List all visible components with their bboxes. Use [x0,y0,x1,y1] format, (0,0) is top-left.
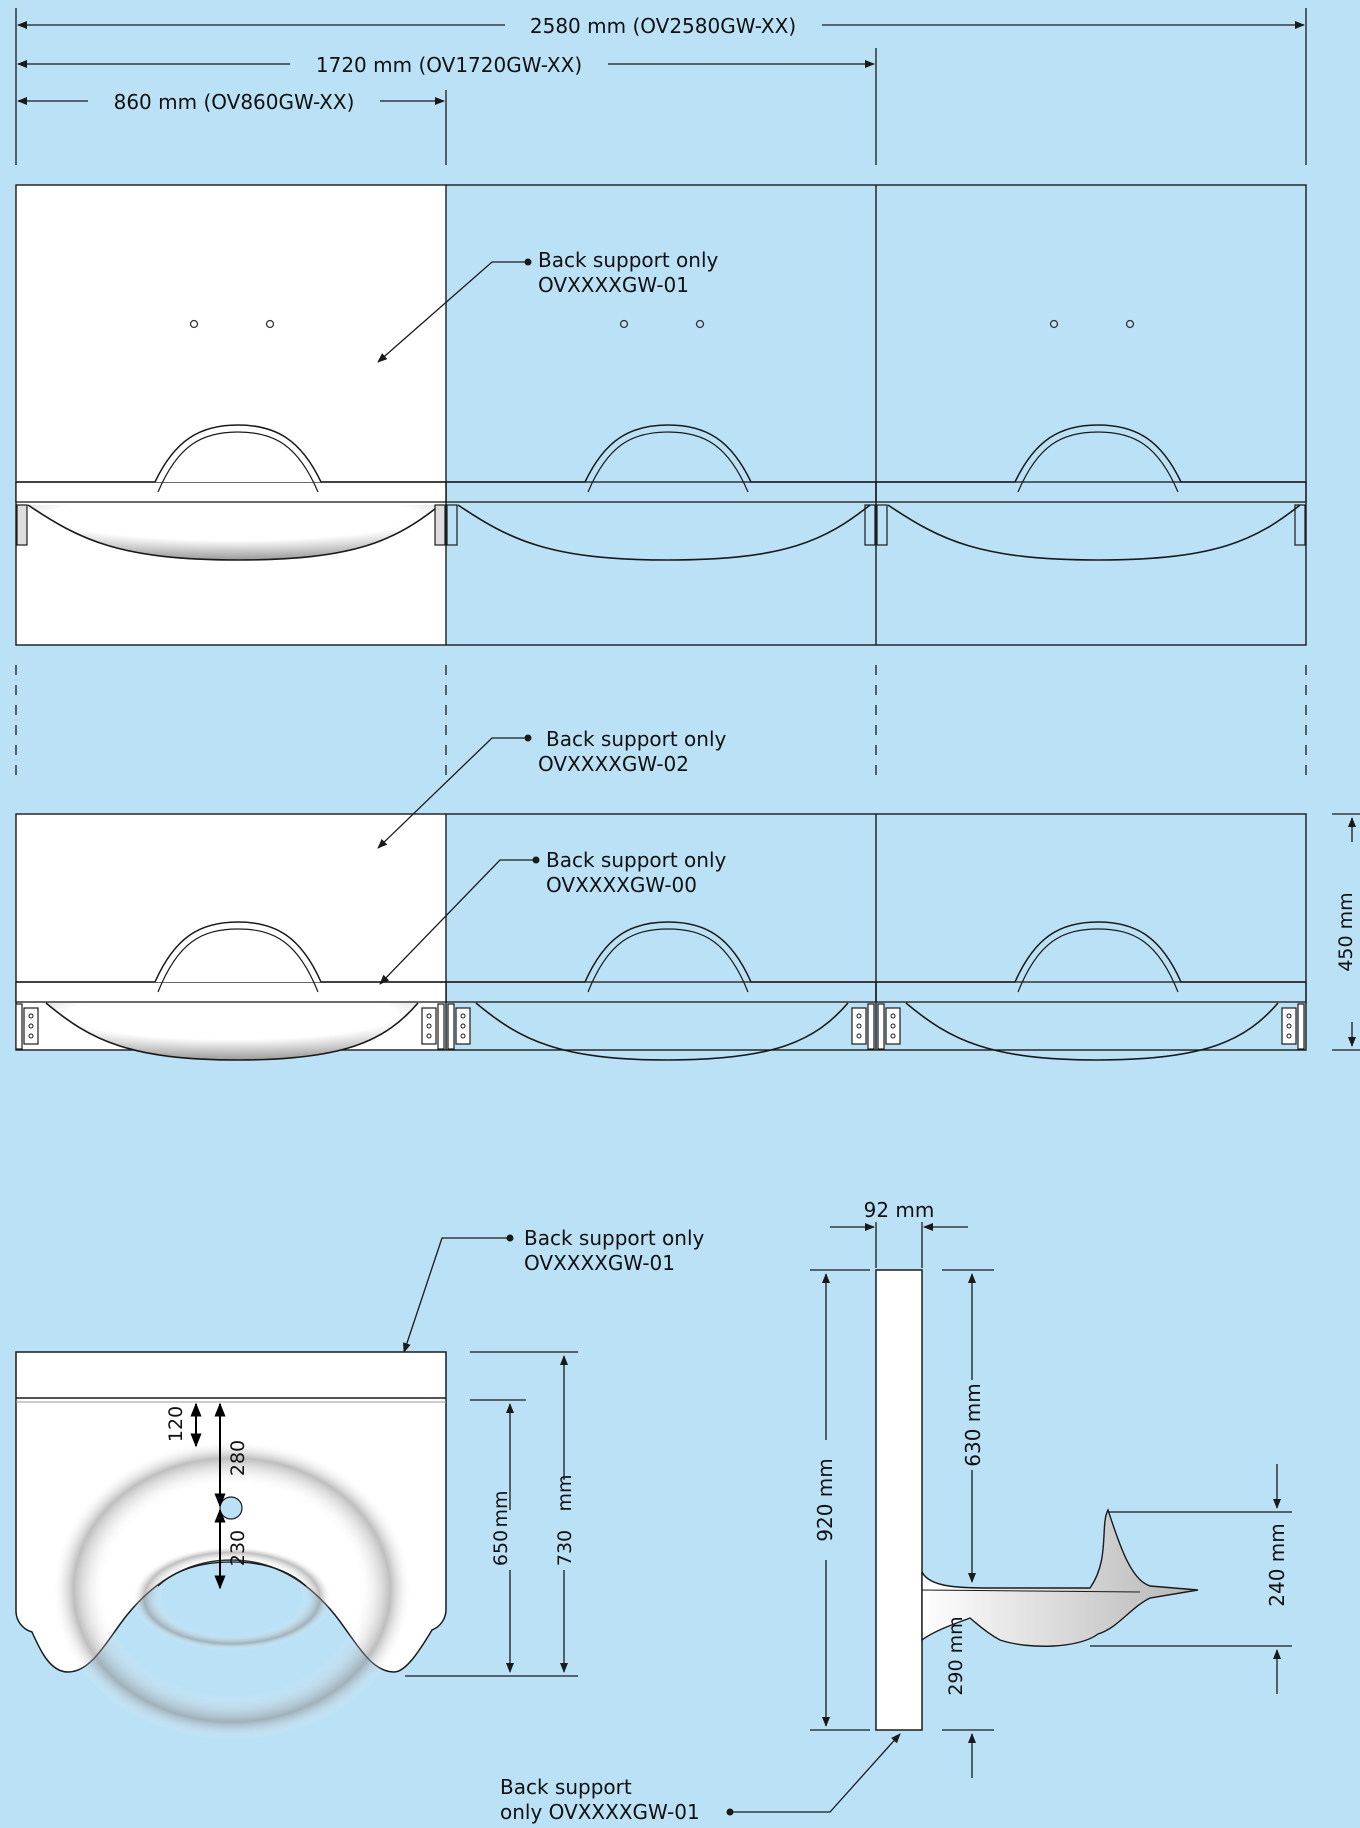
dim-920 [810,1269,870,1731]
dim-label-730-unit: mm [554,1474,576,1511]
dim-label-280: 280 [227,1440,249,1476]
dim-450 [1332,813,1360,1051]
urinal-module-shaded [15,921,447,1061]
dim-label-450: 450 mm [1335,892,1357,971]
callout-mid-02 [377,734,532,849]
dim-label-920: 920 mm [813,1458,837,1542]
dim-290 [942,1729,994,1778]
callout-mid-00 [379,856,540,985]
top-elevation [15,184,1307,646]
plan-lip [157,1561,307,1587]
dim-label-1720: 1720 mm (OV1720GW-XX) [316,53,582,77]
module-panel-white [16,185,446,645]
dim-label-92: 92 mm [864,1198,935,1222]
callout-side-01-line1: Back support [500,1775,632,1799]
urinal-module-shaded [15,424,447,561]
side-lip-line [921,1589,1141,1593]
mounting-holes [189,319,1135,329]
dim-label-2580: 2580 mm (OV2580GW-XX) [530,14,796,38]
callout-plan-01-line1: Back support only [524,1226,705,1250]
urinal-module-outline [875,921,1307,1061]
side-urinal-profile [921,1508,1199,1647]
urinal-module-outline [875,424,1307,561]
dim-label-240: 240 mm [1265,1523,1289,1607]
overall-dimensions [15,8,1307,165]
bracket-bolts [28,1013,1292,1039]
plan-bowl-inner-shading [132,1546,332,1650]
dim-92 [830,1222,968,1268]
side-back-panel [875,1269,923,1731]
callout-top-01-line1: Back support only [538,248,719,272]
callout-plan-01 [403,1234,514,1353]
dim-label-730-value: 730 [554,1530,576,1566]
plan-view [15,1234,578,1740]
urinal-module-outline [445,921,877,1061]
callout-side-01-line2: only OVXXXXGW-01 [500,1800,700,1824]
callout-mid-02-line1: Back support only [546,727,727,751]
dim-240 [1090,1464,1292,1694]
dim-label-650-unit: mm [490,1490,512,1527]
callout-mid-02-line2: OVXXXXGW-02 [538,752,689,776]
wall-brackets [15,1003,1305,1050]
dim-label-120: 120 [165,1406,187,1442]
plan-side-dims [405,1351,578,1677]
dim-label-290: 290 mm [945,1616,967,1695]
dim-label-860: 860 mm (OV860GW-XX) [114,90,355,114]
drain-hole [219,1496,243,1520]
callout-plan-01-line2: OVXXXXGW-01 [524,1251,675,1275]
elevation-frame [15,184,1307,646]
dim-label-230: 230 [227,1530,249,1566]
elevation-frame [15,813,1307,1051]
callout-mid-00-line1: Back support only [546,848,727,872]
callout-top-01-line2: OVXXXXGW-01 [538,273,689,297]
dim-630 [942,1269,994,1583]
dim-label-650-value: 650 [490,1530,512,1566]
middle-elevation [15,734,1360,1061]
callout-side-01 [726,1733,901,1816]
dim-label-630: 630 mm [961,1383,985,1467]
plan-internal-dims [190,1402,226,1590]
callout-top-01 [377,258,532,363]
urinal-module-outline [445,424,877,561]
side-view [726,1222,1292,1816]
callout-mid-00-line2: OVXXXXGW-00 [546,873,697,897]
